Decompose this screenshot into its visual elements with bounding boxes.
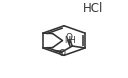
Text: NH: NH bbox=[64, 36, 76, 45]
Text: O: O bbox=[65, 33, 72, 42]
Text: O: O bbox=[59, 49, 66, 58]
Text: HCl: HCl bbox=[83, 2, 104, 15]
